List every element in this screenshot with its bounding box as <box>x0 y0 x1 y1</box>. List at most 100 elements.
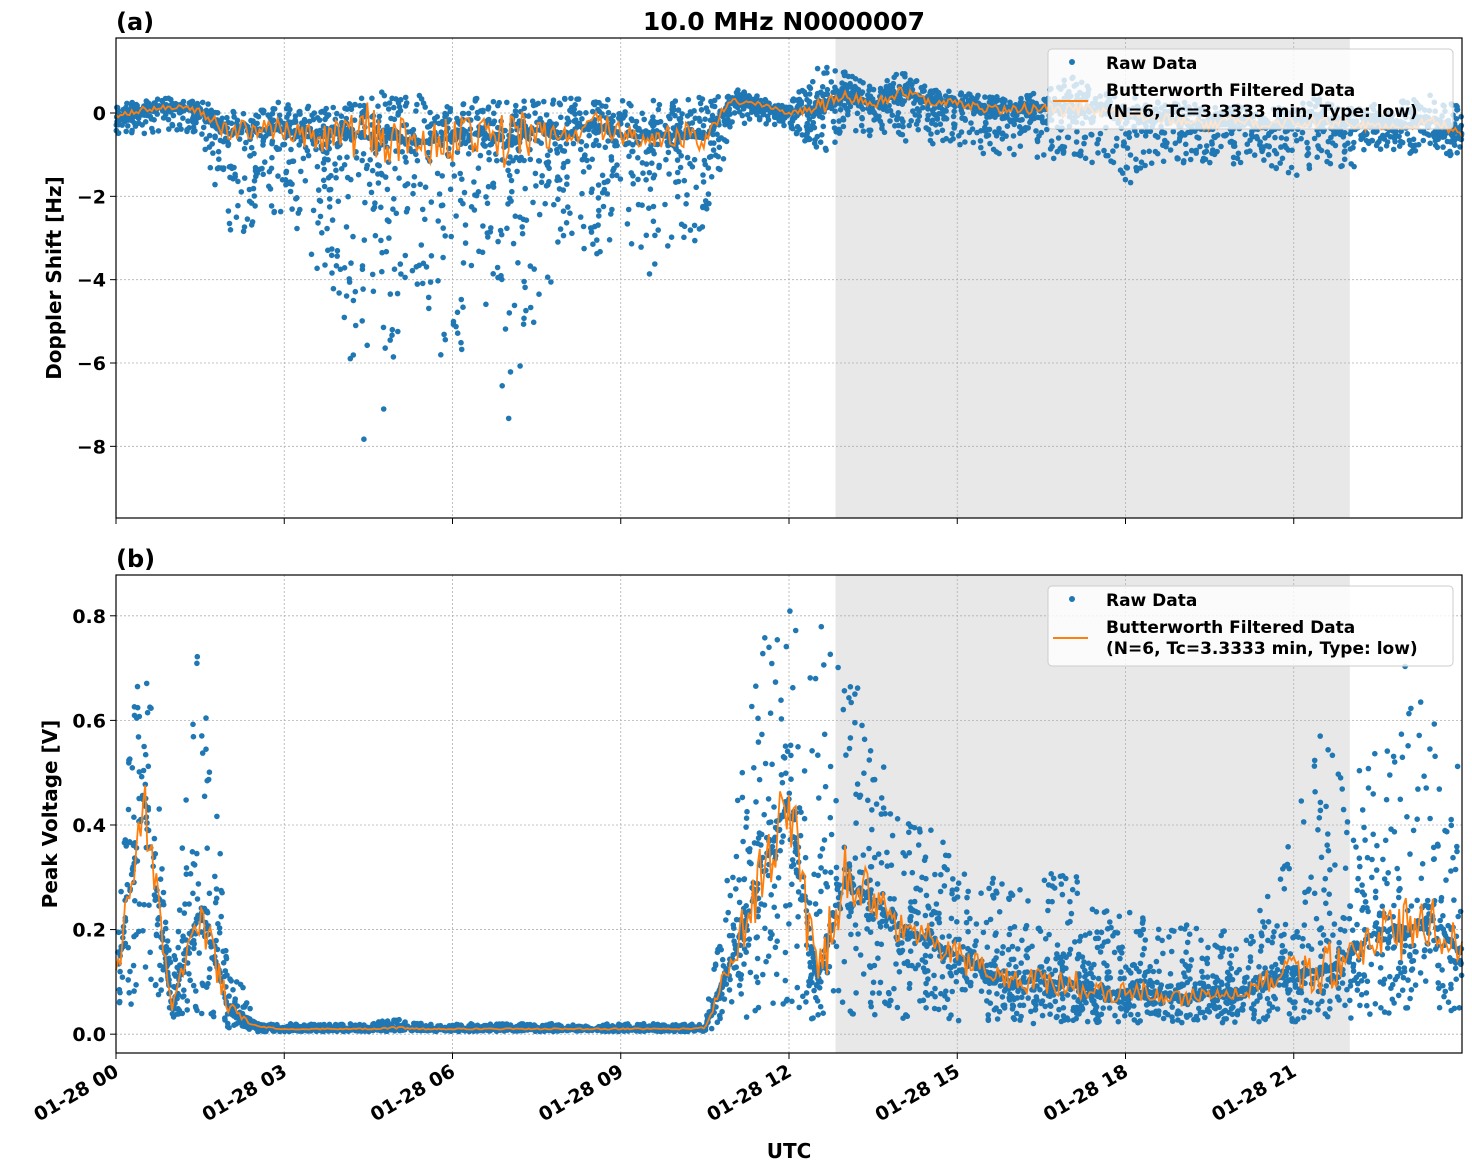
raw-data-point <box>1342 1003 1348 1009</box>
raw-data-point <box>917 113 923 119</box>
raw-data-point <box>583 110 589 116</box>
raw-data-point <box>267 115 273 121</box>
raw-data-point <box>199 1011 205 1017</box>
raw-data-point <box>546 179 552 185</box>
raw-data-point <box>710 103 716 109</box>
raw-data-point <box>329 270 335 276</box>
raw-data-point <box>605 191 611 197</box>
raw-data-point <box>480 129 486 135</box>
raw-data-point <box>859 115 865 121</box>
raw-data-point <box>1175 156 1181 162</box>
raw-data-point <box>229 121 235 127</box>
raw-data-point <box>1393 129 1399 135</box>
raw-data-point <box>594 237 600 243</box>
raw-data-point <box>802 89 808 95</box>
raw-data-point <box>1033 128 1039 134</box>
legend-raw-marker <box>1069 59 1075 65</box>
raw-data-point <box>532 110 538 116</box>
raw-data-point <box>528 157 534 163</box>
raw-data-point <box>381 325 387 331</box>
raw-data-point <box>736 92 742 98</box>
raw-data-point <box>207 133 213 139</box>
raw-data-point <box>544 160 550 166</box>
raw-data-point <box>1149 160 1155 166</box>
raw-data-point <box>708 154 714 160</box>
raw-data-point <box>959 115 965 121</box>
raw-data-point <box>347 279 353 285</box>
raw-data-point <box>666 171 672 177</box>
raw-data-point <box>555 239 561 245</box>
raw-data-point <box>405 181 411 187</box>
raw-data-point <box>426 306 432 312</box>
raw-data-point <box>1125 165 1131 171</box>
raw-data-point <box>1294 172 1300 178</box>
raw-data-point <box>190 119 196 125</box>
raw-data-point <box>1074 139 1080 145</box>
raw-data-point <box>504 100 510 106</box>
raw-data-point <box>369 190 375 196</box>
raw-data-point <box>887 83 893 89</box>
raw-data-point <box>342 162 348 168</box>
x-axis-label: UTC <box>767 1139 812 1163</box>
raw-data-point <box>1348 161 1354 167</box>
raw-data-point <box>298 169 304 175</box>
raw-data-point <box>318 214 324 220</box>
raw-data-point <box>614 173 620 179</box>
y-tick-label: −2 <box>77 186 106 208</box>
raw-data-point <box>555 150 561 156</box>
raw-data-point <box>1108 158 1114 164</box>
raw-data-point <box>1002 97 1008 103</box>
raw-data-point <box>524 217 530 223</box>
raw-data-point <box>392 117 398 123</box>
raw-data-point <box>231 110 237 116</box>
raw-data-point <box>586 127 592 133</box>
raw-data-point <box>545 153 551 159</box>
raw-data-point <box>252 193 258 199</box>
raw-data-point <box>427 110 433 116</box>
raw-data-point <box>1284 136 1290 142</box>
raw-data-point <box>149 126 155 132</box>
raw-data-point <box>441 332 447 338</box>
raw-data-point <box>869 827 875 833</box>
raw-data-point <box>440 255 446 261</box>
raw-data-point <box>328 187 334 193</box>
raw-data-point <box>1455 135 1461 141</box>
raw-data-point <box>1007 146 1013 152</box>
raw-data-point <box>673 146 679 152</box>
raw-data-point <box>463 240 469 246</box>
raw-data-point <box>413 152 419 158</box>
raw-data-point <box>410 191 416 197</box>
raw-data-point <box>245 216 251 222</box>
raw-data-point <box>701 123 707 129</box>
raw-data-point <box>495 265 501 271</box>
raw-data-point <box>625 221 631 227</box>
raw-data-point <box>459 176 465 182</box>
raw-data-point <box>578 147 584 153</box>
raw-data-point <box>512 303 518 309</box>
raw-data-point <box>1209 139 1215 145</box>
raw-data-point <box>951 121 957 127</box>
raw-data-point <box>1350 927 1356 933</box>
raw-data-point <box>1361 147 1367 153</box>
raw-data-point <box>798 102 804 108</box>
raw-data-point <box>422 217 428 223</box>
raw-data-point <box>666 150 672 156</box>
raw-data-point <box>1065 135 1071 141</box>
raw-data-point <box>216 149 222 155</box>
raw-data-point <box>499 232 505 238</box>
raw-data-point <box>938 121 944 127</box>
raw-data-point <box>1301 819 1307 825</box>
raw-data-point <box>794 129 800 135</box>
raw-data-point <box>385 217 391 223</box>
raw-data-point <box>1345 140 1351 146</box>
raw-data-point <box>545 274 551 280</box>
raw-data-point <box>253 174 259 180</box>
raw-data-point <box>503 326 509 332</box>
raw-data-point <box>440 202 446 208</box>
raw-data-point <box>1301 1008 1307 1014</box>
raw-data-point <box>567 210 573 216</box>
raw-data-point <box>1326 891 1332 897</box>
raw-data-point <box>351 352 357 358</box>
raw-data-point <box>902 74 908 80</box>
